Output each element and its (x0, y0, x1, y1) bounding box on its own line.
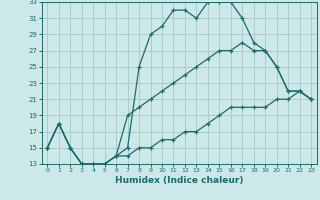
X-axis label: Humidex (Indice chaleur): Humidex (Indice chaleur) (115, 176, 244, 185)
